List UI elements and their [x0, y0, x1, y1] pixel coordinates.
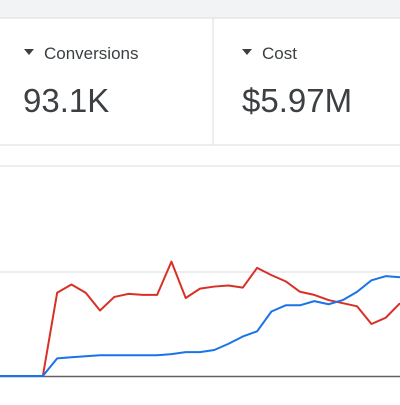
dropdown-icon[interactable]: [242, 49, 252, 55]
metric-value: $5.97M: [242, 82, 352, 119]
metric-card[interactable]: Cost $5.97M: [242, 44, 352, 119]
metric-label[interactable]: Conversions: [44, 44, 139, 63]
series-line: [0, 275, 400, 377]
metric-value: 93.1K: [23, 82, 109, 119]
metric-label[interactable]: Cost: [262, 44, 297, 63]
top-strip: [0, 0, 400, 18]
metric-card[interactable]: Conversions 93.1K: [23, 44, 139, 119]
plot: [0, 260, 400, 377]
dropdown-icon[interactable]: [24, 49, 34, 55]
series-line: [0, 260, 400, 377]
